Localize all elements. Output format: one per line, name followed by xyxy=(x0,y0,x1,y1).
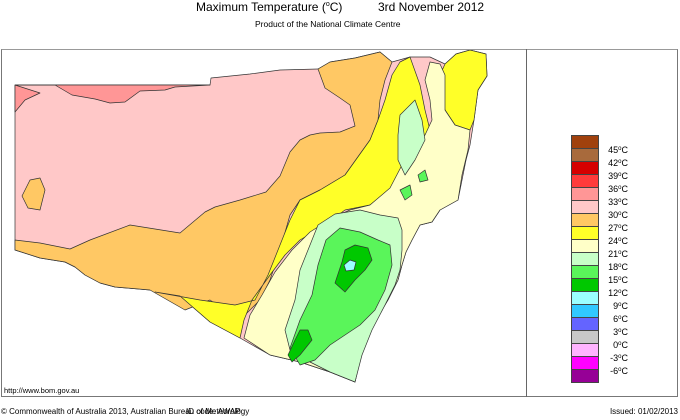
legend-label: 45oC xyxy=(608,145,628,155)
legend-label: 39oC xyxy=(608,171,628,181)
legend-swatch xyxy=(572,318,598,331)
legend-label: 0oC xyxy=(613,340,628,350)
title-date: 3rd November 2012 xyxy=(378,0,485,14)
legend-swatch xyxy=(572,305,598,318)
degree-sup: o xyxy=(325,1,330,8)
legend-label: 18oC xyxy=(608,262,628,272)
legend-label: -3oC xyxy=(610,353,628,363)
title-prefix: Maximum Temperature ( xyxy=(196,0,326,14)
legend-swatch xyxy=(572,149,598,162)
color-legend xyxy=(571,135,599,383)
legend-label: 30oC xyxy=(608,210,628,220)
legend-label: 12oC xyxy=(608,288,628,298)
legend-swatch xyxy=(572,227,598,240)
map-title: Maximum Temperature (oC) 3rd November 20… xyxy=(0,0,680,16)
legend-swatch xyxy=(572,357,598,370)
legend-label: 21oC xyxy=(608,249,628,259)
copyright-text: © Commonwealth of Australia 2013, Austra… xyxy=(1,407,250,416)
legend-label: 33oC xyxy=(608,197,628,207)
legend-swatch xyxy=(572,162,598,175)
bom-url-link[interactable]: http://www.bom.gov.au xyxy=(4,386,80,395)
legend-swatch xyxy=(572,279,598,292)
map-frame xyxy=(1,49,678,397)
legend-swatch xyxy=(572,266,598,279)
legend-swatch xyxy=(572,136,598,149)
legend-label: 36oC xyxy=(608,184,628,194)
legend-swatch xyxy=(572,175,598,188)
legend-swatch xyxy=(572,344,598,357)
legend-label: 27oC xyxy=(608,223,628,233)
legend-swatch xyxy=(572,370,598,383)
legend-label: 15oC xyxy=(608,275,628,285)
legend-divider xyxy=(526,49,527,397)
legend-swatch xyxy=(572,240,598,253)
issued-date: Issued: 01/02/2013 xyxy=(609,407,678,416)
id-code: ID code: AWAP xyxy=(186,407,241,416)
legend-swatch xyxy=(572,253,598,266)
legend-swatch xyxy=(572,292,598,305)
legend-label: 3oC xyxy=(613,327,628,337)
legend-swatch xyxy=(572,331,598,344)
legend-swatch xyxy=(572,201,598,214)
legend-labels: 45oC 42oC 39oC 36oC 33oC 30oC 27oC 24oC … xyxy=(600,143,628,377)
legend-swatch xyxy=(572,188,598,201)
temperature-map xyxy=(14,50,488,383)
legend-label: 24oC xyxy=(608,236,628,246)
map-subtitle: Product of the National Climate Centre xyxy=(255,19,401,29)
legend-label: -6oC xyxy=(610,366,628,376)
title-text: Maximum Temperature (oC) xyxy=(196,0,342,14)
title-unit: C) xyxy=(329,0,343,14)
legend-swatch xyxy=(572,214,598,227)
legend-label: 42oC xyxy=(608,158,628,168)
legend-label: 6oC xyxy=(613,314,628,324)
legend-label: 9oC xyxy=(613,301,628,311)
